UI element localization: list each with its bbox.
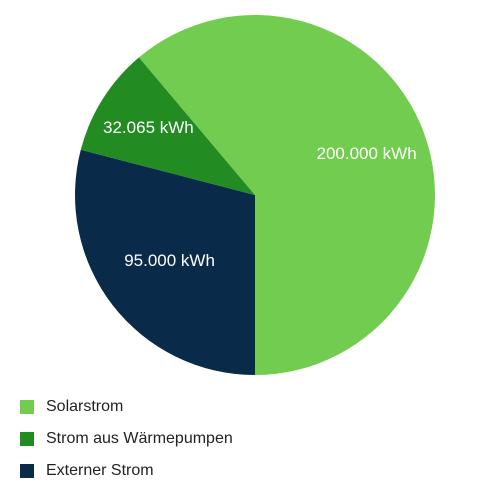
legend-item-externer-strom: Externer Strom bbox=[20, 462, 233, 480]
legend-swatch-strom-aus-waermepumpen bbox=[20, 432, 34, 446]
legend-swatch-solarstrom bbox=[20, 400, 34, 414]
legend-label-externer-strom: Externer Strom bbox=[46, 462, 154, 480]
legend-label-solarstrom: Solarstrom bbox=[46, 398, 123, 416]
energy-pie-chart: 95.000 kWh32.065 kWh200.000 kWh Solarstr… bbox=[0, 0, 500, 500]
legend-item-strom-aus-waermepumpen: Strom aus Wärmepumpen bbox=[20, 430, 233, 448]
legend: Solarstrom Strom aus Wärmepumpen Externer … bbox=[20, 398, 233, 494]
legend-item-solarstrom: Solarstrom bbox=[20, 398, 233, 416]
legend-swatch-externer-strom bbox=[20, 464, 34, 478]
legend-label-strom-aus-waermepumpen: Strom aus Wärmepumpen bbox=[46, 430, 233, 448]
